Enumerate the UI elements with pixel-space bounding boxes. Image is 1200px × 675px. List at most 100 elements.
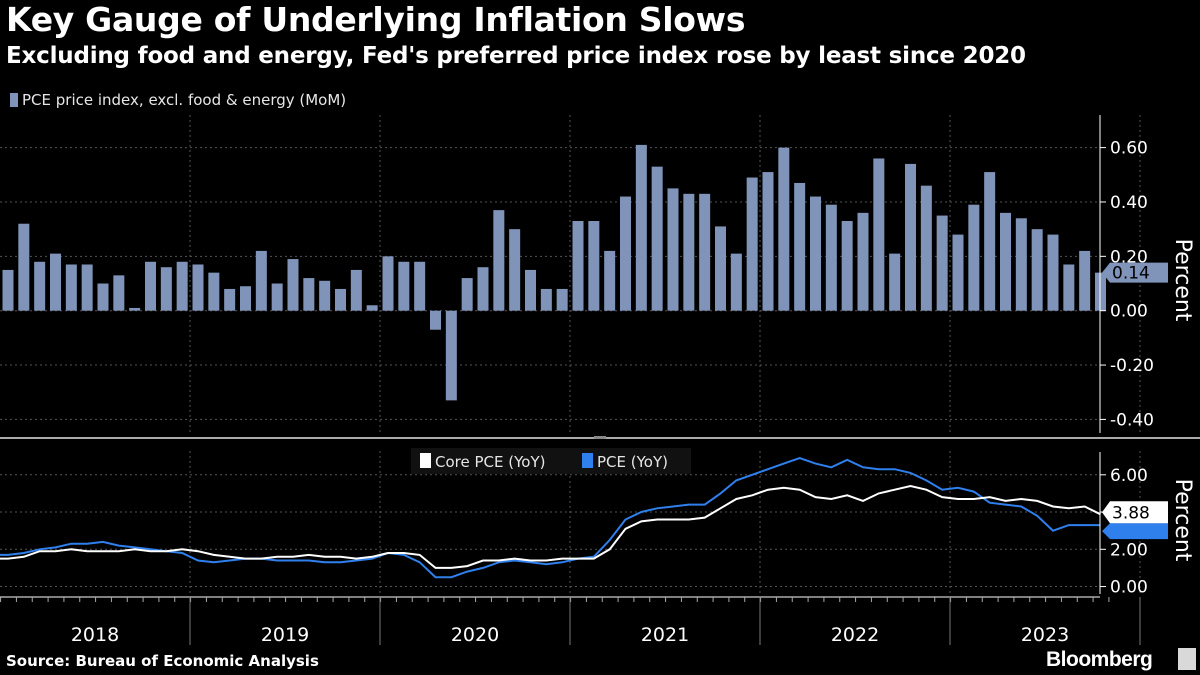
- chart-subtitle: Excluding food and energy, Fed's preferr…: [6, 43, 1026, 69]
- bar-53: [841, 221, 853, 311]
- bar-43: [683, 193, 695, 311]
- year-label: 2020: [451, 624, 499, 646]
- core-last-value-badge: [1102, 501, 1168, 524]
- core-pce-yoy-line: [0, 484, 1101, 569]
- year-label: 2021: [641, 624, 689, 646]
- bar-50: [794, 182, 806, 311]
- bar-37: [588, 221, 600, 311]
- bar-3: [50, 253, 61, 311]
- top-tick-label: 0.20: [1110, 247, 1148, 267]
- bar-24: [382, 256, 394, 311]
- panel-divider-handle: [594, 436, 606, 439]
- bar-63: [1000, 212, 1011, 311]
- bar-42: [667, 188, 679, 311]
- bar-27: [430, 310, 441, 330]
- bar-15: [240, 286, 251, 311]
- core-last-value-label: 3.88: [1112, 503, 1150, 523]
- bar-47: [746, 177, 758, 311]
- bar-65: [1031, 229, 1043, 311]
- top-last-value-label: 0.14: [1112, 264, 1150, 284]
- bar-66: [1047, 234, 1059, 311]
- bar-20: [319, 280, 331, 311]
- x-axis: 2018 2019 2020 2021 2022 2023: [0, 596, 1141, 646]
- pce-legend-label: PCE (YoY): [597, 453, 668, 471]
- bar-30: [477, 267, 489, 311]
- bar-62: [984, 172, 996, 311]
- bloomberg-logo: Bloomberg: [1046, 648, 1153, 671]
- top-tick-label: -0.40: [1110, 410, 1154, 430]
- bar-55: [873, 158, 885, 311]
- bar-1: [18, 223, 30, 311]
- bar-34: [540, 288, 552, 311]
- bar-16: [255, 250, 267, 311]
- top-tick-label: 0.60: [1110, 139, 1148, 159]
- bottom-legend: Core PCE (YoY) PCE (YoY): [411, 448, 691, 474]
- bar-60: [952, 234, 964, 311]
- bar-10: [160, 267, 172, 311]
- bar-13: [208, 272, 220, 311]
- bar-48: [762, 172, 774, 311]
- bar-49: [778, 147, 790, 311]
- bar-54: [857, 212, 869, 311]
- bar-41: [651, 166, 663, 311]
- core-legend-swatch: [420, 453, 431, 468]
- bar-38: [604, 250, 616, 311]
- legend-box: [411, 448, 691, 474]
- bar-22: [350, 269, 362, 311]
- bar-6: [97, 283, 109, 311]
- bar-33: [525, 269, 536, 311]
- bar-17: [271, 283, 283, 311]
- top-y-axis-label: Percent: [1170, 239, 1195, 322]
- bar-32: [509, 229, 521, 311]
- bloomberg-terminal-icon: [1178, 648, 1196, 670]
- bar-45: [715, 226, 726, 311]
- bar-21: [335, 288, 346, 311]
- bar-31: [493, 210, 505, 311]
- bar-44: [699, 193, 711, 311]
- top-last-value-badge: [1102, 262, 1168, 283]
- bar-9: [145, 261, 156, 311]
- year-label: 2019: [261, 624, 309, 646]
- bar-23: [366, 305, 378, 311]
- bar-14: [224, 288, 236, 311]
- bar-40: [635, 144, 647, 311]
- source-note: Source: Bureau of Economic Analysis: [6, 652, 319, 670]
- bottom-tick-label: 2.00: [1110, 540, 1148, 560]
- line-series: [0, 456, 1101, 579]
- bar-51: [810, 196, 821, 311]
- bar-57: [905, 163, 916, 311]
- bottom-tick-label: 0.00: [1110, 578, 1148, 598]
- bar-4: [65, 264, 77, 311]
- top-legend: PCE price index, excl. food & energy (Mo…: [10, 91, 346, 109]
- top-y-axis: 0.60 0.40 0.20 0.00 -0.20 -0.40 0.14 Percent: [1099, 115, 1195, 433]
- bottom-tick-label: 6.00: [1110, 466, 1148, 486]
- bar-26: [414, 261, 426, 311]
- bar-series: [2, 144, 1106, 401]
- bar-68: [1079, 250, 1091, 311]
- bar-7: [113, 275, 125, 311]
- bar-59: [936, 215, 948, 311]
- top-tick-label: -0.20: [1110, 356, 1154, 376]
- top-tick-label: 0.00: [1110, 302, 1148, 322]
- bar-61: [968, 204, 980, 311]
- bar-5: [81, 264, 93, 311]
- bar-12: [192, 264, 204, 311]
- bar-11: [176, 261, 188, 311]
- bar-64: [1015, 218, 1027, 311]
- bar-52: [825, 204, 837, 311]
- bar-35: [556, 288, 568, 311]
- bar-8: [129, 307, 141, 311]
- bar-2: [34, 261, 46, 311]
- bottom-y-axis-label: Percent: [1170, 479, 1195, 562]
- bar-56: [889, 253, 901, 311]
- bar-29: [461, 278, 473, 311]
- year-label: 2018: [71, 624, 119, 646]
- bar-46: [730, 253, 742, 311]
- grid-layer: [0, 115, 1200, 594]
- bar-67: [1063, 264, 1075, 311]
- bar-36: [572, 221, 584, 311]
- chart-title: Key Gauge of Underlying Inflation Slows: [6, 0, 746, 39]
- bar-28: [445, 310, 457, 401]
- top-tick-label: 0.40: [1110, 193, 1148, 213]
